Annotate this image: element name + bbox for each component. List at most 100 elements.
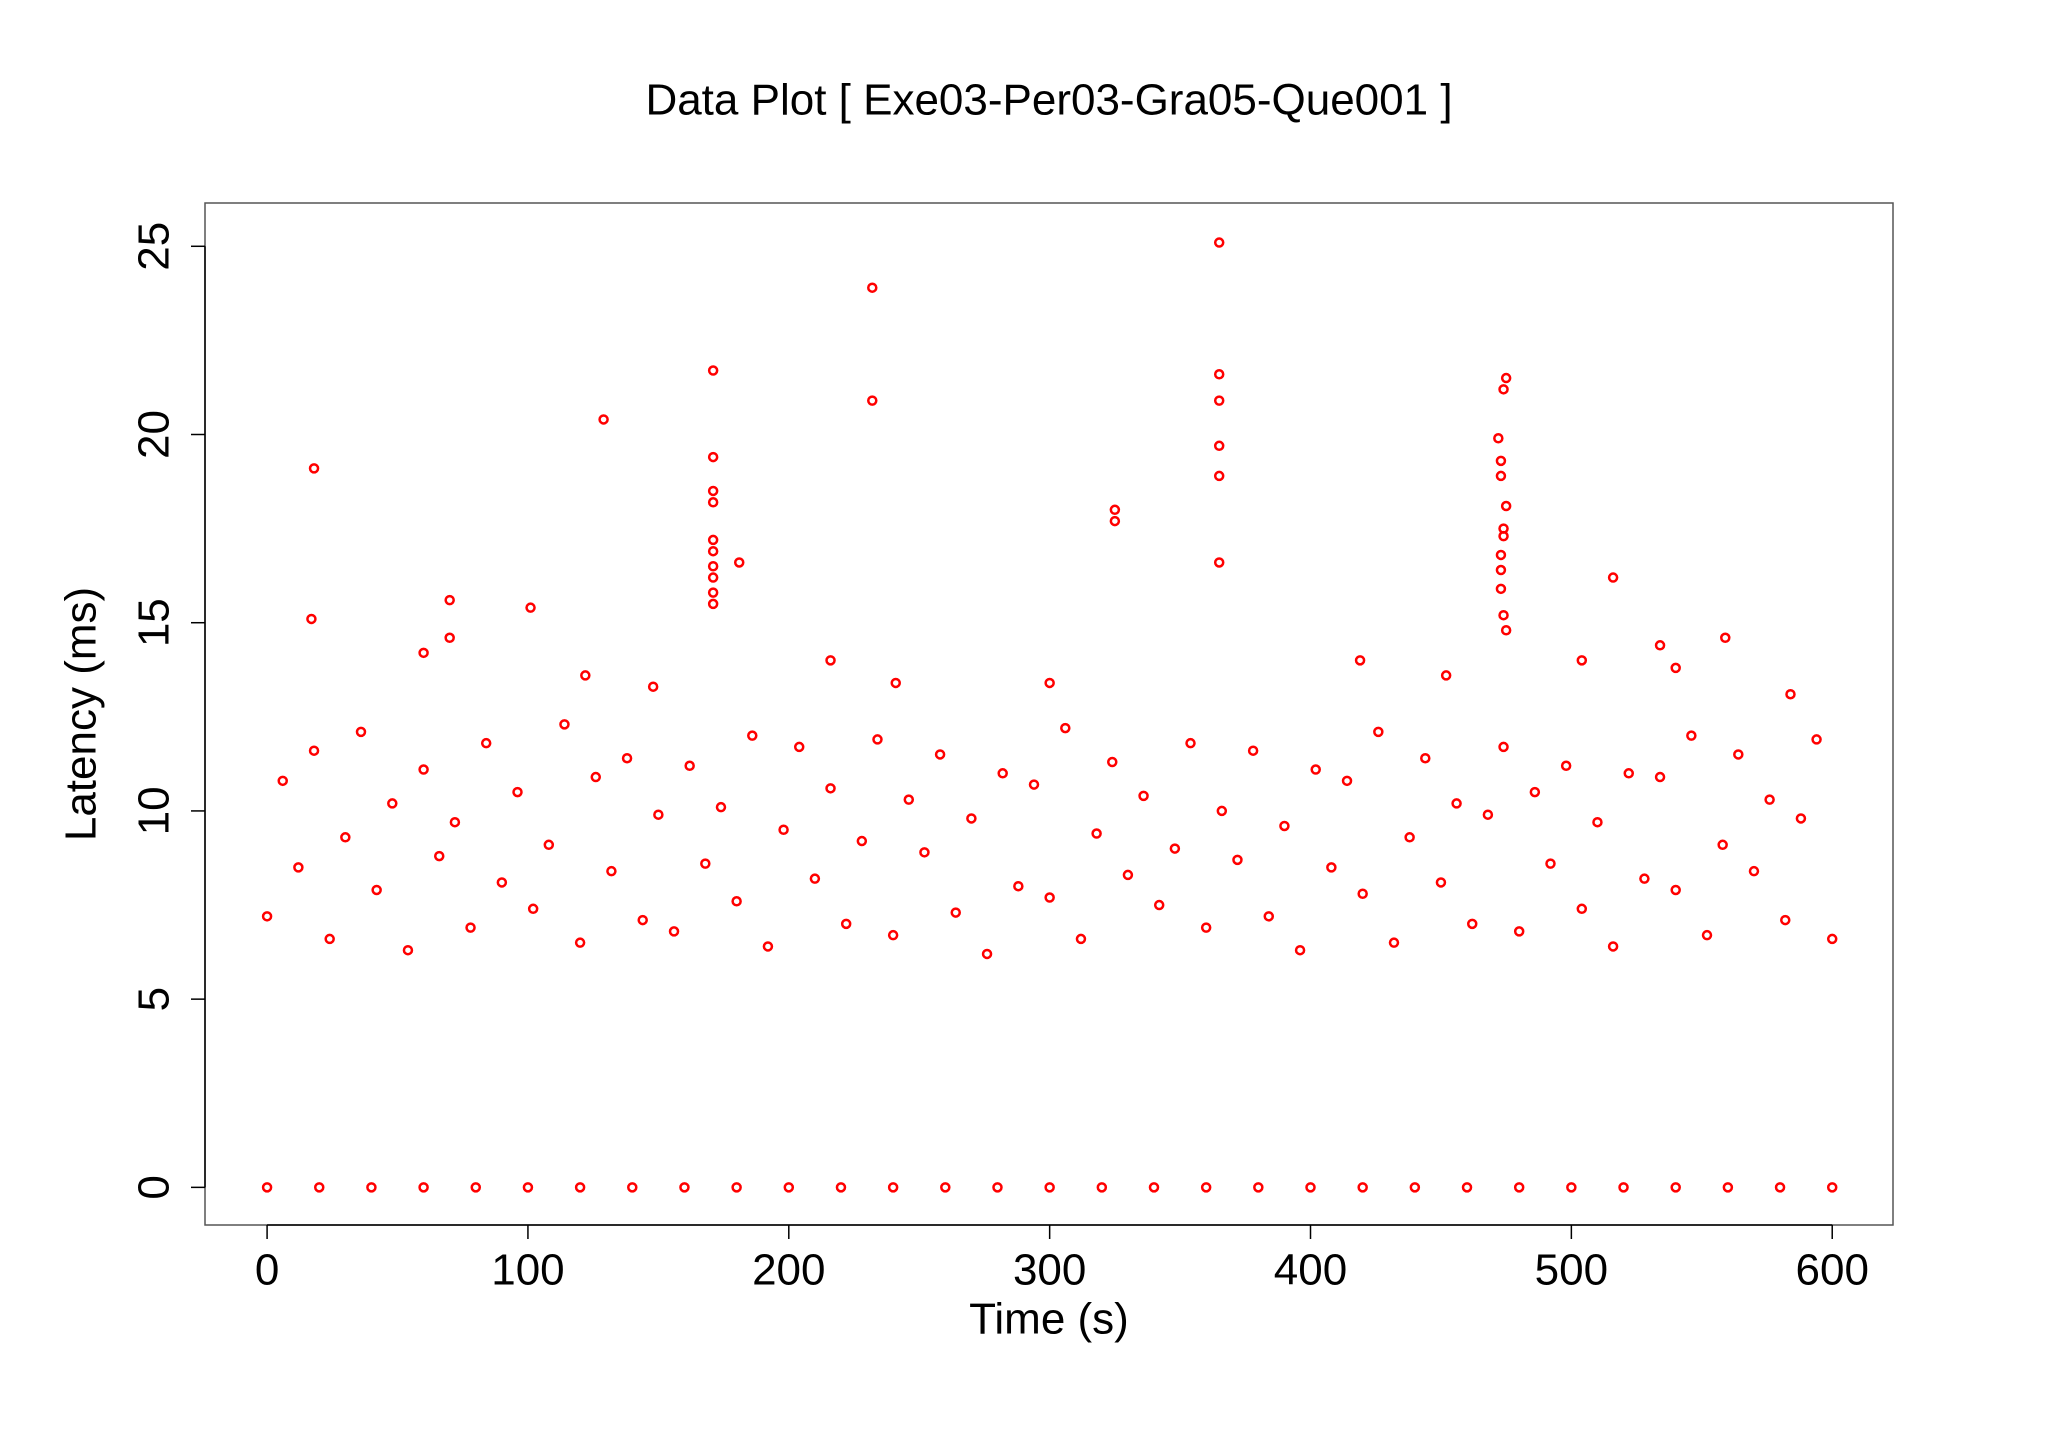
- point: [1404, 832, 1415, 843]
- point: [731, 1182, 742, 1193]
- point: [997, 768, 1008, 779]
- point: [1354, 655, 1366, 666]
- point: [1495, 583, 1507, 595]
- point: [1138, 790, 1149, 802]
- point: [778, 824, 789, 836]
- point: [1341, 775, 1353, 787]
- point: [1717, 839, 1728, 851]
- point: [1826, 1182, 1838, 1193]
- point: [1232, 854, 1243, 866]
- point: [512, 786, 523, 798]
- point: [679, 1182, 690, 1193]
- point: [1185, 737, 1196, 749]
- point: [1200, 1182, 1212, 1193]
- point: [887, 929, 899, 941]
- point: [950, 907, 961, 918]
- point: [1213, 237, 1225, 248]
- chart-title: Data Plot [ Exe03-Per03-Gra05-Que001 ]: [645, 76, 1452, 125]
- point: [1109, 504, 1121, 516]
- y-tick-label: 20: [130, 410, 179, 459]
- point: [1213, 395, 1225, 406]
- point: [480, 737, 492, 749]
- point: [684, 760, 695, 772]
- point: [825, 655, 836, 666]
- point: [293, 862, 304, 873]
- point: [1096, 1182, 1108, 1193]
- point: [418, 647, 429, 659]
- point: [966, 813, 977, 824]
- point: [940, 1182, 951, 1193]
- x-tick-label: 500: [1535, 1246, 1608, 1295]
- point: [1247, 745, 1259, 756]
- point: [1495, 549, 1507, 561]
- point: [1466, 918, 1478, 930]
- point: [835, 1182, 847, 1193]
- point: [731, 896, 742, 907]
- point: [1122, 869, 1134, 881]
- point: [747, 730, 758, 741]
- point: [733, 557, 745, 568]
- point: [1785, 688, 1796, 700]
- y-tick-label: 0: [130, 1175, 179, 1199]
- point: [261, 911, 273, 922]
- point: [340, 832, 351, 843]
- point: [637, 914, 648, 926]
- point: [1013, 880, 1024, 892]
- point: [1670, 884, 1681, 896]
- point: [1513, 926, 1525, 937]
- point: [387, 798, 398, 809]
- point: [1576, 903, 1588, 915]
- point: [1498, 609, 1509, 621]
- x-tick-label: 300: [1013, 1246, 1086, 1295]
- point: [1592, 816, 1603, 828]
- point: [1213, 440, 1225, 452]
- point: [1451, 798, 1462, 809]
- point: [1253, 1182, 1264, 1193]
- point: [1654, 640, 1666, 651]
- point: [1780, 914, 1791, 926]
- point: [1420, 752, 1431, 764]
- point: [1607, 572, 1619, 583]
- x-axis-label: Time (s): [969, 1295, 1129, 1344]
- point: [1560, 760, 1572, 772]
- point: [308, 745, 320, 756]
- point: [1044, 677, 1055, 689]
- point: [1795, 813, 1807, 824]
- x-tick-label: 200: [752, 1246, 825, 1295]
- point: [1545, 858, 1556, 869]
- point: [433, 850, 445, 862]
- point: [590, 771, 602, 783]
- point: [840, 918, 852, 930]
- point: [890, 677, 901, 689]
- point: [1500, 624, 1512, 636]
- point: [543, 839, 555, 851]
- point: [366, 1182, 377, 1193]
- point: [1576, 655, 1588, 666]
- point: [308, 463, 320, 474]
- point: [992, 1182, 1003, 1193]
- point: [465, 922, 476, 933]
- point: [1495, 564, 1507, 576]
- point: [1060, 722, 1071, 734]
- x-tick-label: 600: [1796, 1246, 1869, 1295]
- point: [1639, 873, 1650, 884]
- point: [867, 282, 878, 293]
- point: [1513, 1182, 1525, 1193]
- point: [919, 847, 930, 858]
- x-tick-label: 400: [1274, 1246, 1347, 1295]
- point: [1044, 892, 1055, 903]
- point: [306, 613, 317, 625]
- point: [449, 816, 461, 828]
- point: [1357, 1182, 1368, 1193]
- x-tick-label: 100: [491, 1246, 564, 1295]
- point: [1409, 1182, 1421, 1193]
- point: [324, 933, 335, 945]
- point: [402, 944, 414, 956]
- point: [1091, 828, 1102, 839]
- point: [647, 681, 659, 692]
- point: [444, 594, 455, 606]
- point: [981, 948, 993, 960]
- point: [1500, 500, 1512, 512]
- point: [1618, 1182, 1629, 1193]
